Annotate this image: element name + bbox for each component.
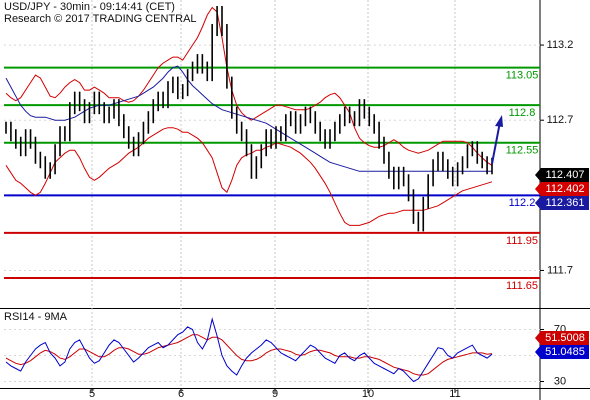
rsi-tick-label: 30 <box>554 375 566 387</box>
rsi-value-label-signal: 51.5008 <box>545 332 585 344</box>
level-label: 111.95 <box>506 235 538 247</box>
bollinger-upper-line <box>5 6 493 166</box>
price-value-pointer <box>535 168 541 182</box>
level-label: 113.05 <box>506 70 539 82</box>
level-label: 111.65 <box>506 280 538 292</box>
price-value-label-last: 112.407 <box>546 169 585 181</box>
price-value-box-moving_average <box>541 196 589 210</box>
forecast-arrow <box>491 121 501 164</box>
time-tick-label: 6 <box>178 388 184 400</box>
rsi-value-box-signal <box>541 331 589 345</box>
price-value-pointer <box>535 196 541 210</box>
moving-average-line <box>5 65 492 172</box>
rsi-value-label-rsi: 51.0485 <box>545 346 585 358</box>
rsi-value-box-rsi <box>541 345 589 359</box>
price-value-pointer <box>535 182 541 196</box>
rsi-value-pointer <box>535 331 541 345</box>
rsi-signal-line <box>5 334 493 376</box>
level-label: 112.8 <box>509 107 536 119</box>
price-value-label-bollinger: 112.402 <box>546 183 585 195</box>
rsi-panel-title: RSI14 - 9MA <box>4 311 67 323</box>
price-value-box-last <box>541 168 589 182</box>
rsi-value-pointer <box>535 345 541 359</box>
forecast-arrow-head <box>495 115 503 127</box>
price-tick-label: 111.7 <box>547 264 573 276</box>
time-tick-label: 9 <box>272 388 278 400</box>
level-label: 112.55 <box>506 145 539 157</box>
time-tick-label: 5 <box>89 388 95 400</box>
time-tick-label: 11 <box>449 388 460 400</box>
price-value-label-moving_average: 112.361 <box>546 197 585 209</box>
bollinger-lower-line <box>5 127 493 226</box>
time-tick-label: 10 <box>362 388 374 400</box>
price-tick-label: 113.2 <box>547 39 574 51</box>
price-value-box-bollinger <box>541 182 589 196</box>
level-label: 112.2 <box>509 197 536 209</box>
chart-title: USD/JPY - 30min - 09:14:41 (CET) <box>4 1 175 13</box>
research-credit: Research © 2017 TRADING CENTRAL <box>4 13 197 25</box>
rsi-line <box>5 317 493 383</box>
price-tick-label: 112.7 <box>547 114 574 126</box>
